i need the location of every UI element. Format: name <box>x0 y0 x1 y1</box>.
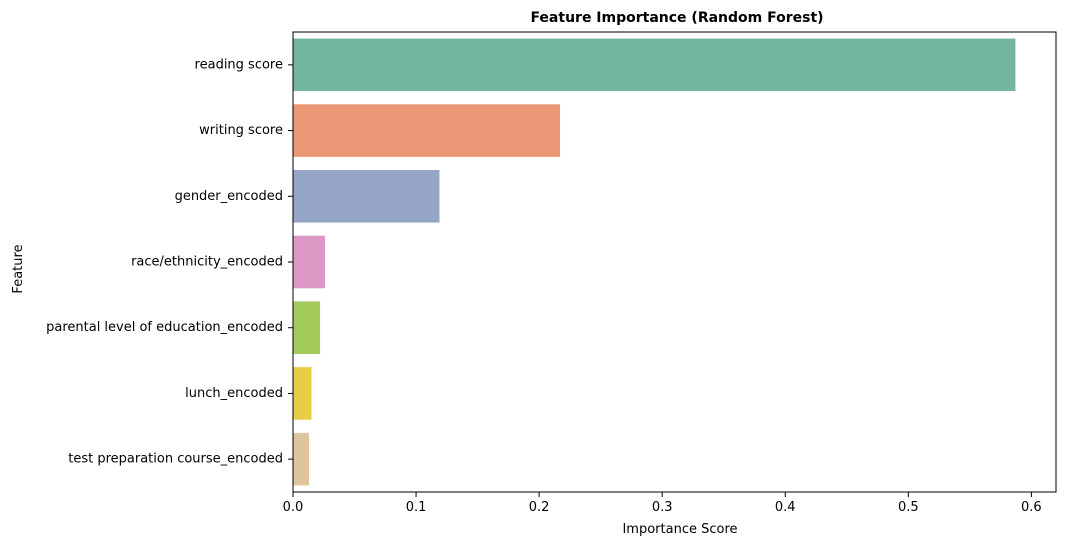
y-tick-label: gender_encoded <box>175 189 283 204</box>
bar-test-preparation-course-encoded <box>293 432 309 486</box>
chart-title: Feature Importance (Random Forest) <box>530 10 823 26</box>
y-tick-label: reading score <box>195 57 283 72</box>
bar-parental-level-of-education-encoded <box>293 301 321 354</box>
y-tick-label: lunch_encoded <box>185 386 283 401</box>
bar-gender-encoded <box>293 170 440 223</box>
x-tick-label: 0.2 <box>529 500 550 515</box>
bar-lunch-encoded <box>293 367 312 420</box>
x-tick-label: 0.5 <box>898 500 919 515</box>
x-axis-label: Importance Score <box>622 522 737 537</box>
x-tick-label: 0.4 <box>775 500 796 515</box>
x-tick-label: 0.3 <box>652 500 673 515</box>
x-axis-ticks: 0.0 0.1 0.2 0.3 0.4 0.5 0.6 <box>283 492 1042 515</box>
x-tick-label: 0.1 <box>406 500 427 515</box>
y-tick-label: test preparation course_encoded <box>68 452 283 467</box>
y-tick-label: race/ethnicity_encoded <box>131 255 283 270</box>
y-tick-label: writing score <box>199 123 283 138</box>
y-axis-label: Feature <box>11 244 26 293</box>
bar-race-ethnicity-encoded <box>293 235 325 289</box>
plot-frame <box>292 31 1057 493</box>
axes-frame <box>292 31 1057 493</box>
y-tick-label: parental level of education_encoded <box>46 320 283 335</box>
x-tick-label: 0.0 <box>283 500 304 515</box>
y-axis-ticks: reading score writing score gender_encoded… <box>46 57 293 467</box>
bar-writing-score <box>293 104 561 157</box>
bars-group <box>293 38 1016 486</box>
x-tick-label: 0.6 <box>1021 500 1042 515</box>
bar-reading-score <box>293 38 1016 92</box>
